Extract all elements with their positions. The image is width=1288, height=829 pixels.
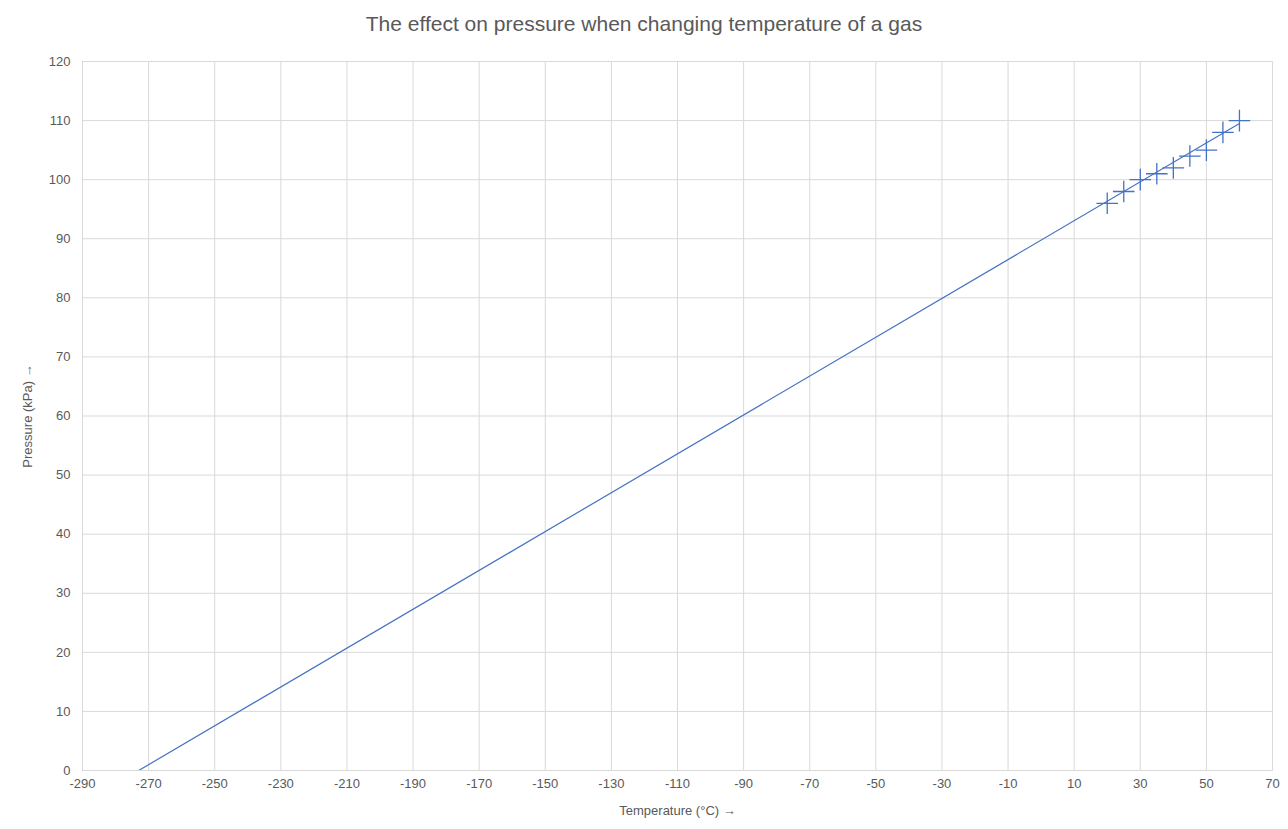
svg-text:90: 90 xyxy=(56,231,70,246)
svg-text:-50: -50 xyxy=(866,776,885,791)
svg-text:70: 70 xyxy=(56,349,70,364)
svg-text:-290: -290 xyxy=(69,776,95,791)
svg-text:40: 40 xyxy=(56,526,70,541)
svg-text:-150: -150 xyxy=(532,776,558,791)
html-text:The effect on pressure when ch: The effect on pressure when changing tem… xyxy=(365,12,923,35)
svg-text:50: 50 xyxy=(1199,776,1213,791)
svg-text:10: 10 xyxy=(56,704,70,719)
svg-text:50: 50 xyxy=(56,467,70,482)
svg-text:-70: -70 xyxy=(800,776,819,791)
svg-text:-10: -10 xyxy=(999,776,1018,791)
svg-text:100: 100 xyxy=(49,172,71,187)
svg-text:-110: -110 xyxy=(665,776,690,791)
svg-text:10: 10 xyxy=(1067,776,1081,791)
svg-text:120: 120 xyxy=(49,54,71,69)
svg-text:-30: -30 xyxy=(933,776,952,791)
svg-text:0: 0 xyxy=(63,763,70,778)
svg-text:-170: -170 xyxy=(466,776,492,791)
svg-text:-230: -230 xyxy=(268,776,294,791)
svg-text:70: 70 xyxy=(1265,776,1279,791)
svg-text:Pressure (kPa) →: Pressure (kPa) → xyxy=(20,364,35,467)
svg-text:80: 80 xyxy=(56,290,70,305)
svg-text:-130: -130 xyxy=(598,776,624,791)
svg-text:110: 110 xyxy=(50,113,71,128)
svg-text:60: 60 xyxy=(56,408,70,423)
svg-text:Temperature (°C) →: Temperature (°C) → xyxy=(619,803,735,818)
svg-text:30: 30 xyxy=(1133,776,1147,791)
svg-text:-90: -90 xyxy=(734,776,753,791)
svg-text:-210: -210 xyxy=(334,776,360,791)
svg-text:-190: -190 xyxy=(400,776,426,791)
svg-text:30: 30 xyxy=(56,585,70,600)
svg-text:20: 20 xyxy=(56,644,70,659)
svg-text:-250: -250 xyxy=(202,776,228,791)
svg-text:-270: -270 xyxy=(136,776,162,791)
